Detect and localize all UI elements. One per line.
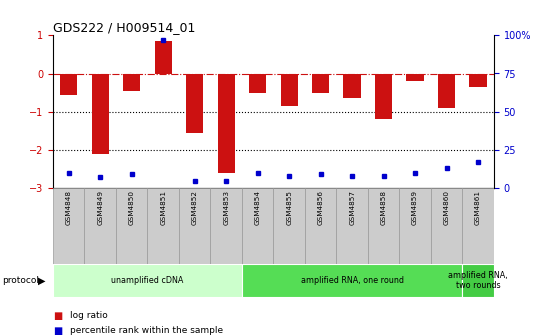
Bar [281, 74, 298, 106]
Bar [400, 188, 431, 264]
Bar [368, 188, 400, 264]
Text: GDS222 / H009514_01: GDS222 / H009514_01 [53, 20, 195, 34]
Bar [92, 74, 109, 154]
Bar [218, 74, 235, 173]
Text: GSM4849: GSM4849 [97, 191, 103, 225]
Text: GSM4850: GSM4850 [129, 191, 134, 225]
Text: GSM4852: GSM4852 [192, 191, 198, 225]
Bar [431, 188, 463, 264]
Bar [438, 74, 455, 108]
Text: ▶: ▶ [38, 276, 45, 286]
Text: GSM4858: GSM4858 [381, 191, 387, 225]
Bar [312, 74, 329, 93]
Bar [123, 74, 141, 91]
Bar [305, 188, 336, 264]
Bar [116, 188, 147, 264]
Bar [53, 264, 242, 297]
Text: GSM4848: GSM4848 [66, 191, 72, 225]
Bar [336, 188, 368, 264]
Text: GSM4855: GSM4855 [286, 191, 292, 225]
Bar [406, 74, 424, 81]
Text: GSM4857: GSM4857 [349, 191, 355, 225]
Text: GSM4859: GSM4859 [412, 191, 418, 225]
Bar [469, 74, 487, 87]
Bar [242, 188, 273, 264]
Text: GSM4861: GSM4861 [475, 191, 481, 225]
Text: GSM4856: GSM4856 [318, 191, 324, 225]
Text: protocol: protocol [2, 276, 39, 285]
Text: GSM4851: GSM4851 [160, 191, 166, 225]
Text: unamplified cDNA: unamplified cDNA [111, 276, 184, 285]
Bar [242, 264, 463, 297]
Text: GSM4854: GSM4854 [254, 191, 261, 225]
Text: GSM4853: GSM4853 [223, 191, 229, 225]
Text: ■: ■ [53, 326, 62, 336]
Bar [463, 188, 494, 264]
Text: amplified RNA, one round: amplified RNA, one round [301, 276, 403, 285]
Bar [249, 74, 266, 93]
Bar [273, 188, 305, 264]
Bar [60, 74, 78, 94]
Text: ■: ■ [53, 311, 62, 321]
Text: GSM4860: GSM4860 [444, 191, 450, 225]
Bar [186, 74, 203, 133]
Bar [344, 74, 361, 98]
Bar [210, 188, 242, 264]
Text: log ratio: log ratio [70, 311, 108, 320]
Bar [179, 188, 210, 264]
Text: percentile rank within the sample: percentile rank within the sample [70, 327, 223, 335]
Bar [155, 41, 172, 74]
Bar [463, 264, 494, 297]
Text: amplified RNA,
two rounds: amplified RNA, two rounds [448, 271, 508, 290]
Bar [53, 188, 84, 264]
Bar [147, 188, 179, 264]
Bar [84, 188, 116, 264]
Bar [375, 74, 392, 119]
